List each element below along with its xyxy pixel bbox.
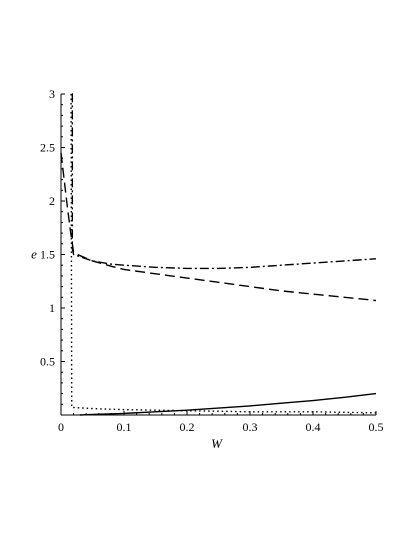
x-tick-label: 0.2 [180,420,195,434]
x-tick-label: 0.5 [369,420,384,434]
series-dashdot-line [71,93,377,270]
y-ticks: 0.5 1 1.5 2 2.5 3 [40,87,65,405]
y-tick-label: 2 [49,194,55,208]
series-solid-line [79,392,377,416]
y-tick-label: 3 [49,87,55,101]
y-tick-label: 0.5 [40,355,55,369]
series-dashed-line [60,152,377,302]
x-ticks: 0 0.1 0.2 0.3 0.4 0.5 [58,411,384,434]
y-tick-label: 2.5 [40,141,55,155]
x-tick-label: 0.3 [243,420,258,434]
y-axis-label: e [31,247,37,262]
axes [60,94,376,416]
x-axis-label: W [211,436,223,451]
curves [60,93,377,416]
y-tick-label: 1 [49,301,55,315]
x-tick-label: 0.1 [117,420,132,434]
x-tick-label: 0.4 [306,420,321,434]
y-tick-label: 1.5 [40,248,55,262]
x-tick-label: 0 [58,420,64,434]
series-dotted-line [70,93,377,414]
